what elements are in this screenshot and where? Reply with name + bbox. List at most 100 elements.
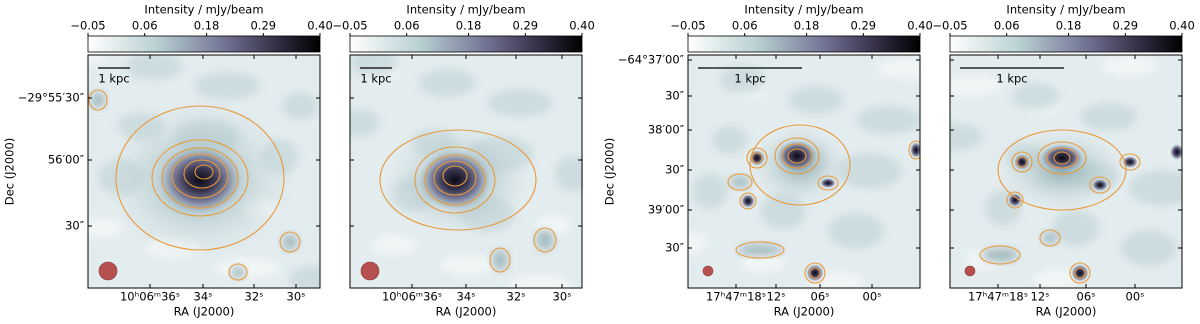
emission-core — [741, 194, 755, 208]
contour — [442, 165, 468, 187]
contour — [433, 160, 477, 196]
colorbar-label: Intensity / mJy/beam — [1006, 3, 1125, 17]
emission — [1042, 232, 1058, 244]
emission — [492, 250, 508, 270]
map-image — [88, 55, 320, 288]
x-tick-label: 12ˢ — [1031, 290, 1050, 304]
noise-patch — [371, 235, 417, 255]
contour — [787, 148, 807, 164]
noise-patch — [555, 156, 583, 192]
scale-bar-label: 1 kpc — [996, 72, 1027, 86]
x-axis-label: RA (J2000) — [436, 305, 497, 319]
y-tick-label: 30″ — [665, 163, 685, 177]
contour — [1046, 147, 1078, 169]
emission — [536, 230, 554, 250]
y-tick-label: 30″ — [665, 241, 685, 255]
emission-core — [806, 264, 824, 282]
noise-patch — [507, 275, 573, 288]
emission — [231, 266, 245, 278]
emission-core — [820, 178, 836, 188]
contour — [228, 263, 248, 281]
emission — [282, 234, 298, 250]
contour — [746, 147, 768, 169]
contour — [161, 147, 239, 209]
scale-bar-label: 1 kpc — [98, 72, 129, 86]
x-tick-label: 34ˢ — [457, 290, 476, 304]
contour — [533, 227, 557, 253]
colorbar — [949, 35, 1183, 53]
noise-patch — [950, 76, 1003, 96]
emission-core — [1071, 264, 1089, 282]
colorbar-tick-label: 0.18 — [194, 19, 220, 33]
noise-patch — [856, 106, 920, 134]
colorbar-tick-label: 0.18 — [456, 19, 482, 33]
contour — [1119, 153, 1141, 171]
x-tick-label: 17ʰ47ᵐ18ˢ — [706, 290, 766, 304]
colorbar-label: Intensity / mJy/beam — [144, 3, 263, 17]
emission — [730, 176, 750, 188]
emission — [982, 248, 1018, 262]
contour — [279, 231, 301, 253]
map-image — [688, 55, 920, 288]
x-tick-label: 06ˢ — [1077, 290, 1096, 304]
noise-patch — [1121, 230, 1177, 266]
y-axis-label: Dec (J2000) — [603, 138, 617, 206]
colorbar-tick-label: 0.29 — [850, 19, 876, 33]
beam — [964, 265, 976, 277]
noise-patch — [720, 66, 766, 94]
colorbar — [687, 35, 921, 53]
contour — [1039, 229, 1061, 247]
contour — [1011, 151, 1033, 173]
noise-patch — [688, 232, 708, 252]
emission — [738, 244, 782, 256]
x-tick-label: 06ˢ — [811, 290, 830, 304]
contour — [908, 140, 920, 160]
x-tick-label: 30ˢ — [553, 290, 572, 304]
contour — [817, 175, 839, 191]
emission-core — [1014, 154, 1030, 170]
contour — [171, 153, 229, 199]
contour — [1016, 156, 1028, 168]
contour — [1074, 267, 1086, 279]
noise-patch — [487, 89, 553, 117]
contour — [183, 159, 221, 189]
contour — [809, 267, 821, 279]
colorbar-tick-label: 0.18 — [1056, 19, 1082, 33]
noise-patch — [1101, 56, 1157, 76]
contour — [1069, 262, 1091, 284]
contour — [88, 89, 108, 111]
contour — [115, 105, 285, 251]
contour — [151, 139, 249, 217]
contour — [727, 173, 753, 191]
contour — [1006, 191, 1024, 209]
x-tick-label: 32ˢ — [507, 290, 526, 304]
y-tick-label: −29°55′30″ — [18, 91, 85, 105]
colorbar-tick-label: 0.18 — [794, 19, 820, 33]
contour — [997, 129, 1127, 211]
scale-bar-label: 1 kpc — [734, 72, 765, 86]
y-tick-label: 56′00″ — [48, 153, 85, 167]
x-tick-label: 17ʰ47ᵐ18ˢ — [968, 290, 1028, 304]
noise-patch — [194, 72, 260, 100]
colorbar-tick-label: 0.06 — [394, 19, 420, 33]
emission-core — [1170, 144, 1182, 160]
x-axis-label: RA (J2000) — [774, 305, 835, 319]
x-tick-label: 30ˢ — [287, 290, 306, 304]
x-tick-label: 00ˢ — [1126, 290, 1145, 304]
contour — [751, 152, 763, 164]
beam — [98, 261, 118, 281]
colorbar-tick-label: −0.05 — [932, 19, 967, 33]
contour — [1053, 151, 1071, 165]
contour — [735, 241, 785, 259]
y-tick-label: 38′00″ — [648, 123, 685, 137]
noise-patch — [1081, 103, 1137, 131]
beam — [360, 261, 380, 281]
colorbar-label: Intensity / mJy/beam — [744, 3, 863, 17]
colorbar — [87, 35, 321, 53]
map-frame — [687, 54, 921, 289]
map-frame — [87, 54, 321, 289]
colorbar — [349, 35, 583, 53]
colorbar-tick-label: 0.06 — [732, 19, 758, 33]
noise-patch — [692, 173, 728, 209]
contour — [194, 164, 214, 180]
